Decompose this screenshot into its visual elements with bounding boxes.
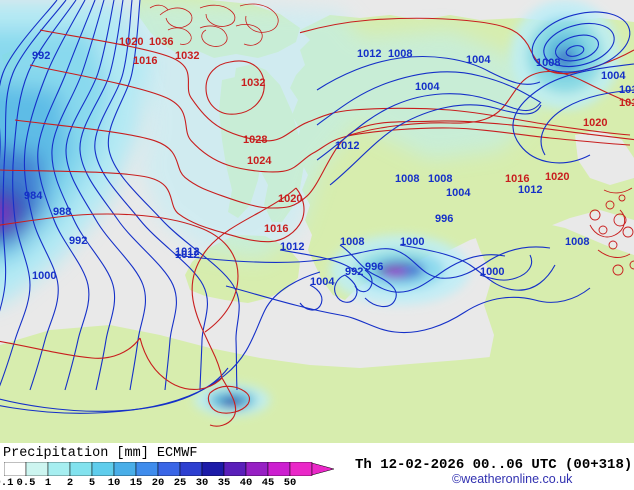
svg-text:1012: 1012 [175,246,199,258]
svg-text:1012: 1012 [619,84,634,96]
svg-text:992: 992 [345,266,363,278]
svg-text:1012: 1012 [357,48,381,60]
svg-text:1004: 1004 [601,70,626,82]
svg-text:1016: 1016 [133,55,157,67]
svg-text:1000: 1000 [480,266,504,278]
svg-text:1012: 1012 [335,140,359,152]
svg-text:1008: 1008 [340,236,364,248]
svg-text:1032: 1032 [175,50,199,62]
svg-text:992: 992 [32,50,50,62]
svg-text:996: 996 [435,213,453,225]
svg-text:988: 988 [53,206,71,218]
svg-text:1024: 1024 [247,155,272,167]
svg-text:1004: 1004 [415,81,440,93]
svg-text:1008: 1008 [388,48,412,60]
svg-text:1004: 1004 [446,187,471,199]
svg-text:1000: 1000 [400,236,424,248]
svg-text:1036: 1036 [149,36,173,48]
svg-text:1008: 1008 [395,173,419,185]
svg-text:984: 984 [24,190,43,202]
svg-text:1012: 1012 [518,184,542,196]
svg-text:1000: 1000 [32,270,56,282]
svg-text:1008: 1008 [428,173,452,185]
svg-text:1020: 1020 [545,171,569,183]
svg-text:1020: 1020 [119,36,143,48]
svg-text:1016: 1016 [264,223,288,235]
svg-text:1012: 1012 [280,241,304,253]
svg-text:996: 996 [365,261,383,273]
svg-text:992: 992 [69,235,87,247]
svg-text:1004: 1004 [310,276,335,288]
svg-text:1028: 1028 [243,134,267,146]
svg-text:1020: 1020 [278,193,302,205]
svg-text:1004: 1004 [466,54,491,66]
svg-text:1020: 1020 [583,117,607,129]
svg-text:1008: 1008 [565,236,589,248]
svg-text:1008: 1008 [536,57,560,69]
svg-text:1016: 1016 [619,97,634,109]
svg-text:1032: 1032 [241,77,265,89]
